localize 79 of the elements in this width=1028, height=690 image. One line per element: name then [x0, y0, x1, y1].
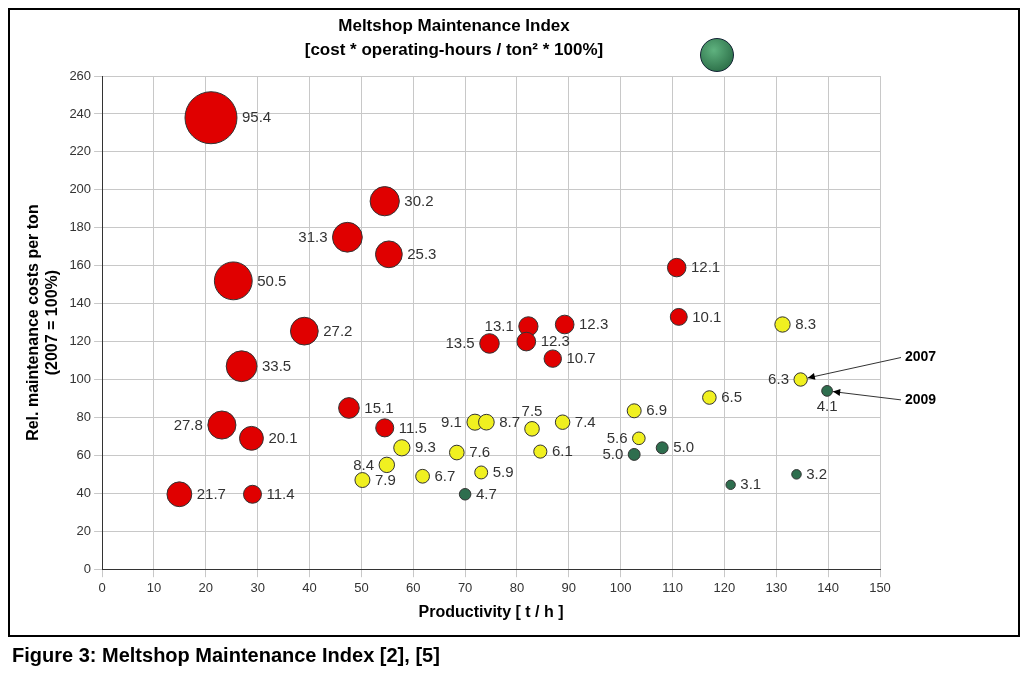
- y-tick-label: 160: [69, 257, 92, 273]
- data-label: 15.1: [364, 398, 394, 416]
- x-tick-label: 50: [354, 579, 369, 595]
- y-tick-label: 260: [69, 67, 92, 83]
- data-label: 8.3: [795, 315, 817, 333]
- x-tick-label: 0: [98, 579, 106, 595]
- y-tick-label: 60: [76, 446, 92, 462]
- data-label: 7.5: [521, 402, 543, 420]
- data-label: 7.4: [574, 412, 596, 430]
- chart-subtitle: [cost * operating-hours / ton² * 100%]: [303, 40, 605, 60]
- data-label: 33.5: [262, 356, 292, 374]
- data-label: 6.1: [551, 442, 573, 460]
- data-label: 3.1: [740, 475, 762, 493]
- x-tick-label: 30: [250, 579, 265, 595]
- data-label: 27.8: [173, 415, 203, 433]
- y-tick-label: 80: [76, 409, 92, 425]
- x-tick-label: 130: [765, 579, 788, 595]
- y-axis-title: Rel. maintenance costs per ton (2007 = 100%): [24, 204, 61, 441]
- data-label: 31.3: [298, 227, 328, 245]
- data-label: 10.7: [566, 349, 596, 367]
- data-label: 6.9: [646, 401, 668, 419]
- y-tick-label: 240: [69, 105, 92, 121]
- data-label: 11.5: [398, 418, 427, 436]
- y-tick-label: 40: [76, 484, 92, 500]
- x-tick-label: 80: [509, 579, 525, 595]
- data-label: 10.1: [692, 307, 722, 325]
- data-label: 8.4: [353, 455, 375, 473]
- data-label: 7.9: [374, 470, 396, 488]
- data-label: 12.1: [690, 258, 721, 276]
- annotation: 2009: [905, 390, 937, 407]
- y-tick-label: 120: [69, 333, 92, 349]
- data-label: 5.9: [492, 463, 514, 481]
- x-tick-label: 140: [817, 579, 839, 595]
- data-label: 12.3: [579, 315, 609, 333]
- data-label: 3.2: [806, 464, 828, 482]
- x-tick-label: 100: [609, 579, 632, 595]
- data-label: 13.1: [484, 317, 514, 335]
- data-label: 50.5: [257, 271, 287, 289]
- data-label: 9.1: [441, 412, 462, 430]
- data-label: 11.4: [266, 484, 295, 502]
- x-axis-title: Productivity [ t / h ]: [418, 602, 564, 620]
- x-tick-label: 120: [713, 579, 736, 595]
- data-label: 12.3: [540, 332, 570, 350]
- chart-title: Meltshop Maintenance Index: [337, 16, 571, 36]
- x-tick-label: 150: [869, 579, 891, 595]
- x-tick-label: 40: [302, 579, 317, 595]
- data-label: 25.3: [407, 244, 437, 262]
- y-tick-label: 0: [83, 560, 92, 576]
- y-tick-label: 20: [76, 522, 92, 538]
- data-label: 6.5: [721, 388, 743, 406]
- data-label: 13.5: [445, 334, 475, 352]
- data-label: 6.3: [768, 370, 789, 388]
- data-label: 21.7: [196, 484, 226, 502]
- y-tick-label: 200: [69, 181, 92, 197]
- y-tick-label: 220: [69, 143, 92, 159]
- x-tick-label: 110: [662, 579, 683, 595]
- x-tick-label: 10: [146, 579, 162, 595]
- x-tick-label: 20: [198, 579, 214, 595]
- data-label: 6.7: [434, 466, 456, 484]
- data-label: 27.2: [323, 321, 353, 339]
- data-label: 20.1: [268, 428, 298, 446]
- data-label: 8.7: [499, 412, 521, 430]
- x-tick-label: 70: [457, 579, 473, 595]
- data-label: 5.6: [606, 428, 628, 446]
- y-tick-label: 180: [69, 219, 92, 235]
- data-label: 9.3: [414, 438, 436, 456]
- caption: Figure 3: Meltshop Maintenance Index [2], [5]: [12, 644, 440, 667]
- data-label: 95.4: [242, 108, 272, 126]
- data-label: 4.1: [816, 396, 838, 414]
- data-label: 5.0: [602, 445, 624, 463]
- data-label: 30.2: [404, 191, 434, 209]
- y-tick-label: 140: [69, 295, 92, 311]
- x-tick-label: 90: [561, 579, 577, 595]
- y-tick-label: 100: [69, 371, 92, 387]
- x-tick-label: 60: [406, 579, 421, 595]
- data-label: 5.0: [673, 438, 694, 456]
- annotation: 2007: [905, 348, 937, 365]
- data-label: 4.7: [475, 484, 497, 502]
- data-label: 7.6: [469, 443, 491, 461]
